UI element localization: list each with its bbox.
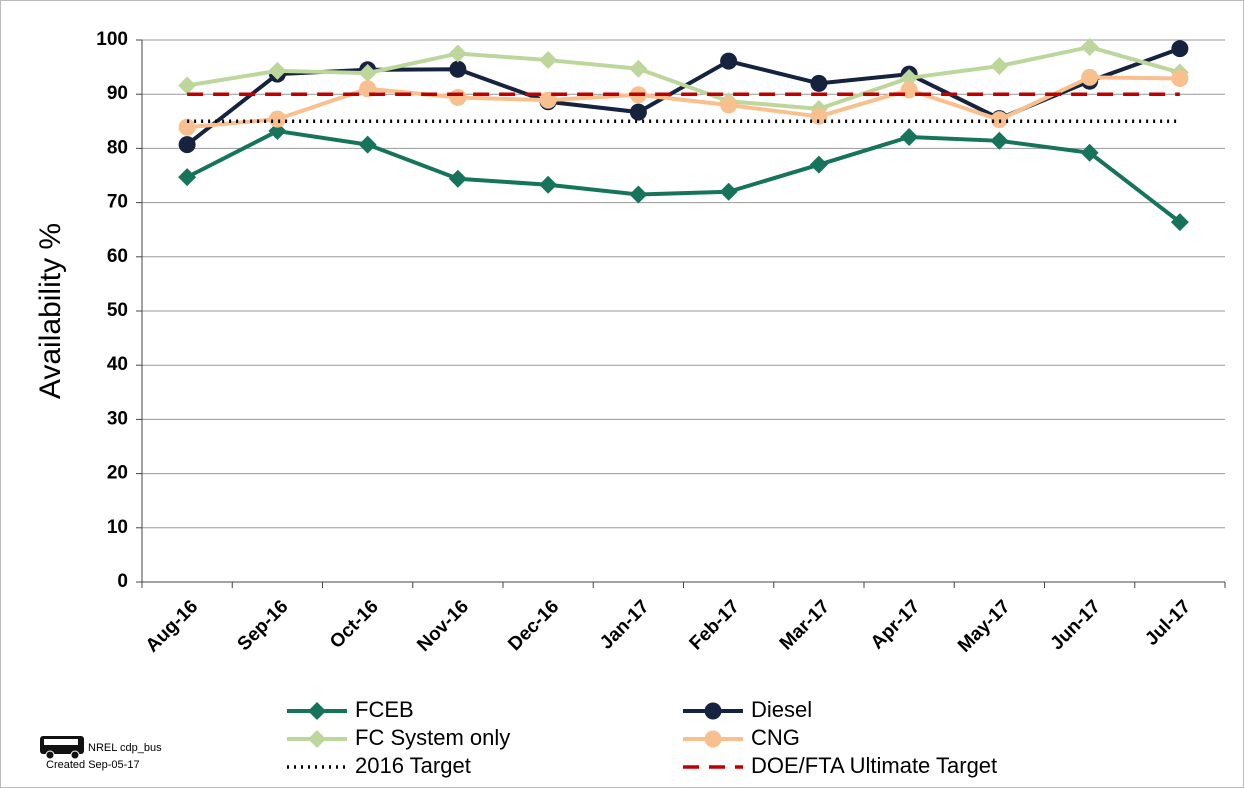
marker bbox=[358, 135, 377, 154]
y-tick-label: 40 bbox=[107, 354, 128, 375]
marker bbox=[178, 118, 196, 136]
marker bbox=[1080, 143, 1099, 162]
marker bbox=[539, 51, 558, 70]
marker bbox=[308, 730, 326, 748]
y-tick-label: 70 bbox=[107, 192, 128, 213]
marker bbox=[178, 136, 196, 154]
y-tick-label: 60 bbox=[107, 246, 128, 267]
source-note: NREL cdp_bus bbox=[88, 742, 162, 754]
series-line bbox=[186, 45, 1181, 111]
y-tick-label: 10 bbox=[107, 517, 128, 538]
y-tick-label: 0 bbox=[117, 571, 128, 592]
marker bbox=[449, 60, 467, 78]
legend-label: CNG bbox=[751, 725, 800, 750]
marker bbox=[178, 168, 197, 187]
marker bbox=[539, 175, 558, 194]
marker bbox=[268, 61, 287, 80]
bus-icon bbox=[40, 736, 84, 760]
marker bbox=[1171, 69, 1189, 87]
legend-label: Diesel bbox=[751, 697, 812, 722]
marker bbox=[809, 155, 828, 174]
marker bbox=[1170, 213, 1189, 232]
y-tick-label: 100 bbox=[96, 29, 128, 50]
marker bbox=[178, 76, 197, 95]
marker bbox=[448, 169, 467, 188]
marker bbox=[1081, 68, 1099, 86]
marker bbox=[990, 131, 1009, 150]
marker bbox=[810, 107, 828, 125]
marker bbox=[449, 88, 467, 106]
marker bbox=[720, 52, 738, 70]
marker bbox=[704, 730, 722, 748]
marker bbox=[629, 185, 648, 204]
marker bbox=[719, 182, 738, 201]
marker bbox=[720, 96, 738, 114]
marker bbox=[358, 64, 377, 83]
y-tick-label: 80 bbox=[107, 137, 128, 158]
legend-label: 2016 Target bbox=[355, 753, 471, 778]
marker bbox=[629, 59, 648, 78]
y-tick-label: 30 bbox=[107, 408, 128, 429]
marker bbox=[448, 44, 467, 63]
marker bbox=[1080, 38, 1099, 57]
legend-label: DOE/FTA Ultimate Target bbox=[751, 753, 997, 778]
marker bbox=[268, 110, 286, 128]
marker bbox=[268, 122, 287, 141]
series-line bbox=[186, 129, 1182, 224]
marker bbox=[629, 103, 647, 121]
created-note: Created Sep-05-17 bbox=[46, 759, 140, 771]
legend-label: FC System only bbox=[355, 725, 510, 750]
marker bbox=[308, 702, 326, 720]
marker bbox=[900, 128, 919, 147]
y-axis-label: Availability % bbox=[34, 223, 67, 399]
y-tick-label: 50 bbox=[107, 300, 128, 321]
marker bbox=[900, 68, 919, 87]
marker bbox=[1171, 40, 1189, 58]
marker bbox=[990, 57, 1009, 76]
y-tick-label: 20 bbox=[107, 463, 128, 484]
marker bbox=[810, 74, 828, 92]
marker bbox=[704, 702, 722, 720]
legend-label: FCEB bbox=[355, 697, 414, 722]
y-tick-label: 90 bbox=[107, 83, 128, 104]
